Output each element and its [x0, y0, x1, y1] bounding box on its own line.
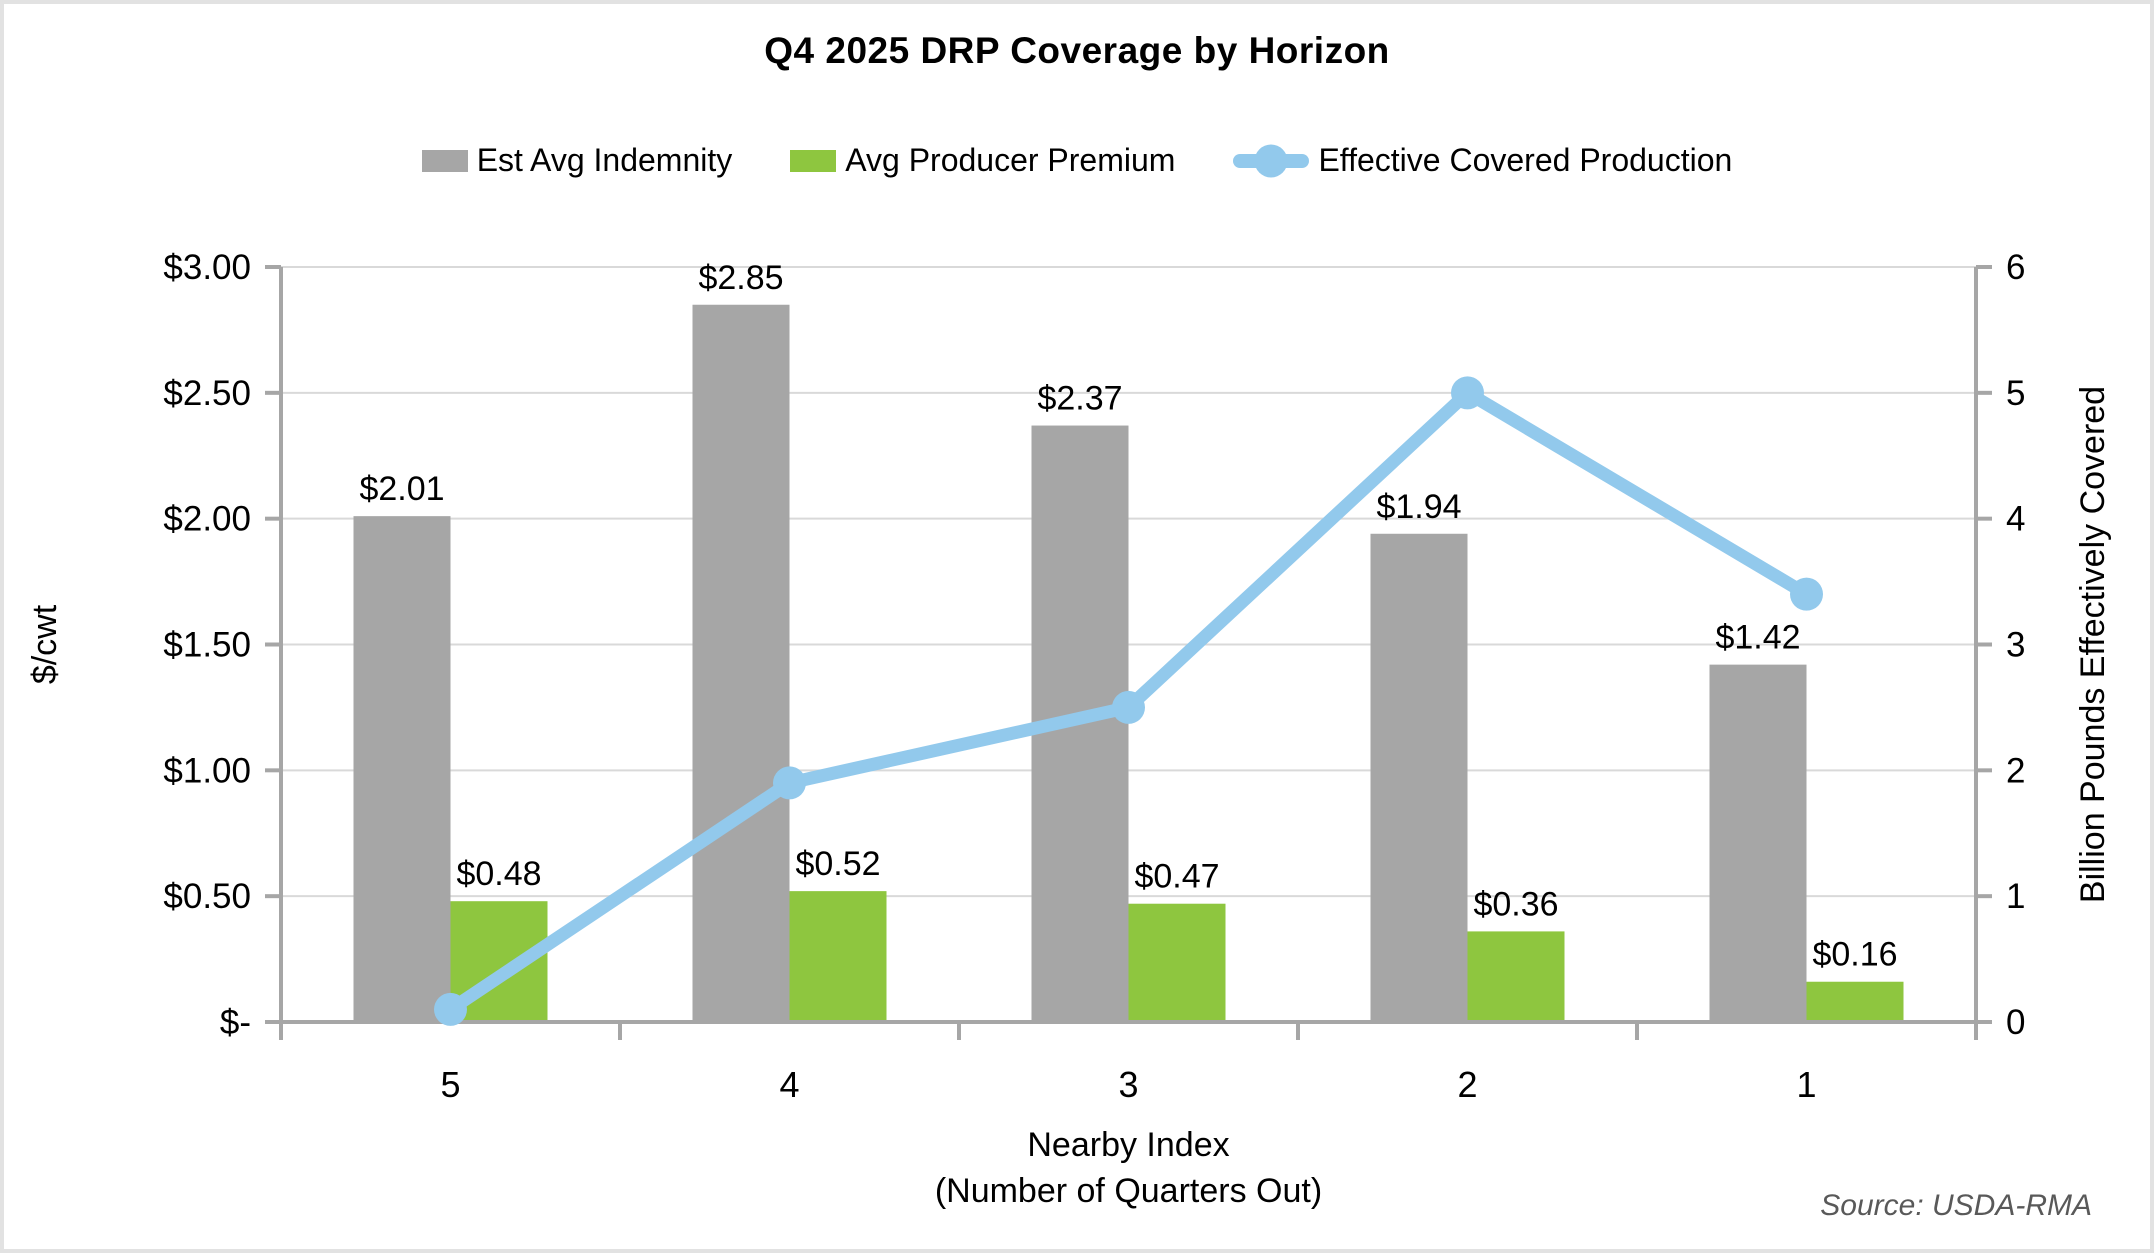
legend-item-effective-covered-production: Effective Covered Production	[1233, 142, 1732, 179]
chart-plot-area: $- $0.50 $1.00 $1.50 $2.00 $2.50 $3.00 0 1 2 3 4 5 6 $…	[26, 248, 2112, 1210]
data-label-premium: $0.52	[795, 845, 880, 883]
x-axis-category-label: 2	[1457, 1064, 1477, 1105]
x-axis-category-label: 3	[1118, 1064, 1138, 1105]
left-axis-tick-label: $1.50	[163, 626, 251, 665]
right-axis-tick-label: 5	[2006, 374, 2025, 413]
x-axis-title-line1: Nearby Index	[1027, 1126, 1229, 1164]
x-axis-category-label: 1	[1796, 1064, 1816, 1105]
green-bar-swatch-icon	[790, 149, 837, 172]
line-marker	[773, 766, 806, 800]
data-label-premium: $0.36	[1473, 885, 1558, 923]
bar-est-avg-indemnity	[1709, 664, 1807, 1022]
right-axis-tick-label: 1	[2006, 877, 2025, 916]
right-axis-tick-label: 0	[2006, 1003, 2025, 1042]
right-axis-title: Billion Pounds Effectively Covered	[2074, 386, 2112, 903]
source-note: Source: USDA-RMA	[1820, 1189, 2092, 1222]
line-marker	[434, 992, 467, 1026]
bar-avg-producer-premium	[789, 891, 887, 1022]
legend-item-avg-producer-premium: Avg Producer Premium	[790, 142, 1175, 179]
bar-est-avg-indemnity	[692, 304, 790, 1022]
legend-item-est-avg-indemnity: Est Avg Indemnity	[421, 142, 733, 179]
left-axis-title: $/cwt	[26, 604, 64, 684]
bar-est-avg-indemnity	[353, 516, 451, 1022]
x-axis-title-line2: (Number of Quarters Out)	[935, 1172, 1322, 1210]
legend-label: Avg Producer Premium	[845, 142, 1176, 178]
right-axis-tick-label: 4	[2006, 500, 2025, 539]
left-axis-tick-label: $-	[220, 1003, 251, 1042]
bar-est-avg-indemnity	[1370, 533, 1468, 1022]
line-marker	[1112, 690, 1145, 724]
right-axis-tick-label: 3	[2006, 626, 2025, 665]
chart-title: Q4 2025 DRP Coverage by Horizon	[764, 30, 1390, 71]
left-axis-tick-label: $2.50	[163, 374, 251, 413]
data-label-indemnity: $1.94	[1376, 488, 1461, 526]
bar-avg-producer-premium	[1467, 931, 1565, 1022]
right-axis-tick-label: 6	[2006, 248, 2025, 287]
data-label-indemnity: $2.01	[359, 470, 444, 508]
legend-label: Est Avg Indemnity	[476, 142, 733, 178]
x-axis-category-label: 4	[779, 1064, 799, 1105]
line-marker-swatch-icon	[1233, 144, 1310, 178]
data-label-indemnity: $2.37	[1037, 380, 1122, 418]
data-label-indemnity: $1.42	[1715, 619, 1800, 657]
data-label-indemnity: $2.85	[698, 259, 783, 297]
bar-avg-producer-premium	[1806, 981, 1904, 1022]
left-axis-tick-label: $3.00	[163, 248, 251, 287]
data-label-premium: $0.16	[1812, 936, 1897, 974]
line-marker	[1790, 577, 1823, 611]
x-axis-category-label: 5	[440, 1064, 460, 1105]
chart-legend: Est Avg Indemnity Avg Producer Premium E…	[4, 142, 2150, 179]
left-axis-tick-label: $2.00	[163, 500, 251, 539]
bar-avg-producer-premium	[1128, 903, 1226, 1022]
left-axis-tick-label: $0.50	[163, 877, 251, 916]
right-axis-tick-label: 2	[2006, 751, 2025, 790]
data-label-premium: $0.47	[1134, 858, 1219, 896]
left-axis-tick-label: $1.00	[163, 751, 251, 790]
gray-bar-swatch-icon	[421, 149, 468, 172]
data-label-premium: $0.48	[456, 855, 541, 893]
legend-label: Effective Covered Production	[1318, 142, 1733, 178]
line-marker	[1451, 376, 1484, 410]
